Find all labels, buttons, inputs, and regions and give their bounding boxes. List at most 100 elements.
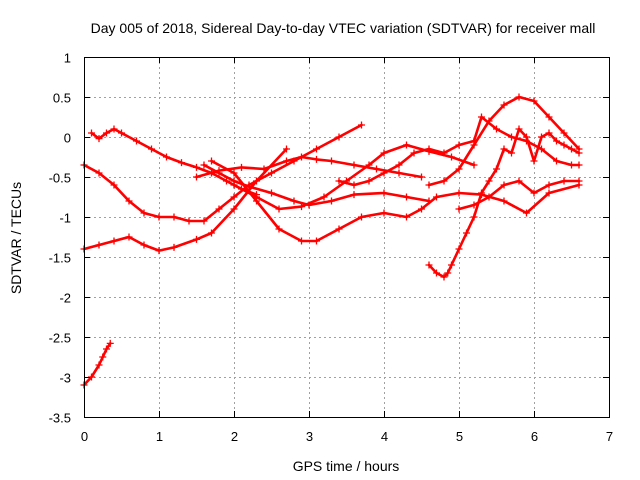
data-point (215, 167, 223, 175)
data-point (553, 157, 560, 165)
data-point (223, 177, 230, 185)
data-point (148, 145, 155, 153)
x-tick-label: 4 (381, 429, 388, 444)
data-point (403, 213, 410, 221)
data-point (470, 213, 478, 221)
data-point (88, 129, 95, 137)
series-s4 (80, 145, 290, 255)
data-point (193, 235, 200, 243)
data-point (320, 193, 328, 201)
data-point (493, 125, 500, 133)
chart-title: Day 005 of 2018, Sidereal Day-to-day VTE… (91, 20, 596, 36)
data-point (463, 229, 470, 237)
x-tick-label: 3 (306, 429, 313, 444)
data-point (538, 145, 545, 153)
data-point (500, 145, 508, 153)
data-point (440, 149, 448, 157)
data-point (485, 117, 493, 125)
data-point (200, 161, 208, 169)
plot-series (80, 93, 583, 389)
data-point (545, 129, 553, 137)
data-point (538, 133, 545, 141)
data-point (545, 113, 553, 121)
data-point (553, 137, 560, 145)
data-point (103, 129, 110, 137)
data-point (328, 157, 335, 165)
data-point (485, 177, 493, 185)
data-point (350, 191, 358, 199)
data-point (523, 209, 530, 217)
data-point (335, 177, 343, 185)
y-tick-label: 0 (64, 131, 71, 146)
data-point (155, 213, 163, 221)
data-point (455, 205, 463, 213)
data-point (290, 197, 298, 205)
series-s8 (208, 157, 583, 245)
data-point (335, 133, 343, 141)
data-point (493, 165, 500, 173)
series-s6 (193, 153, 425, 181)
y-tick-label: -1.5 (49, 251, 71, 266)
data-point (253, 197, 260, 205)
data-point (373, 165, 380, 173)
data-point (410, 149, 418, 157)
data-point (515, 125, 523, 133)
data-point (425, 261, 433, 269)
x-tick-label: 6 (531, 429, 538, 444)
data-point (455, 165, 463, 173)
data-point (238, 163, 245, 171)
data-point (530, 189, 538, 197)
data-point (350, 181, 358, 189)
data-point (380, 169, 388, 177)
series-s12 (455, 177, 583, 213)
data-point (283, 145, 290, 153)
data-point (178, 159, 185, 167)
series-line (202, 163, 431, 207)
data-point (560, 177, 568, 185)
y-tick-label: -0.5 (49, 171, 71, 186)
data-point (523, 133, 530, 141)
data-point (560, 129, 568, 137)
data-point (208, 229, 215, 237)
data-point (125, 197, 133, 205)
series-line (337, 115, 581, 187)
data-point (230, 205, 238, 213)
data-point (545, 181, 553, 189)
series-line (82, 147, 288, 252)
data-point (313, 237, 320, 245)
data-point (395, 161, 403, 169)
grid (84, 57, 609, 417)
series-line (90, 127, 258, 196)
data-point (455, 141, 463, 149)
data-point (575, 161, 583, 169)
series-s3 (80, 121, 365, 225)
data-point (515, 177, 523, 185)
y-axis-title: SDTVAR / TECUs (8, 182, 24, 294)
data-point (170, 213, 178, 221)
data-point (440, 273, 448, 281)
data-point (433, 193, 440, 201)
data-point (193, 163, 200, 171)
x-tick-label: 7 (606, 429, 613, 444)
x-tick-label: 2 (231, 429, 238, 444)
data-point (418, 173, 425, 181)
data-point (170, 243, 178, 251)
axis-ticks: 0 1 2 3 4 5 6 7 -3.5 -3 -2.5 -2 -1.5 -1 -0.5 0 0.5 1 (49, 51, 614, 445)
plot-frame (84, 57, 610, 418)
data-point (470, 141, 478, 149)
data-point (313, 145, 320, 153)
data-point (193, 173, 200, 181)
data-point (470, 201, 478, 209)
data-point (268, 169, 275, 177)
y-tick-label: -1 (59, 211, 71, 226)
data-point (568, 145, 575, 153)
data-point (313, 155, 320, 163)
data-point (500, 197, 508, 205)
data-point (403, 141, 410, 149)
x-axis-title: GPS time / hours (293, 458, 400, 474)
data-point (95, 241, 103, 249)
data-point (110, 181, 118, 189)
data-point (530, 157, 538, 165)
data-point (433, 269, 440, 277)
data-point (448, 153, 455, 161)
